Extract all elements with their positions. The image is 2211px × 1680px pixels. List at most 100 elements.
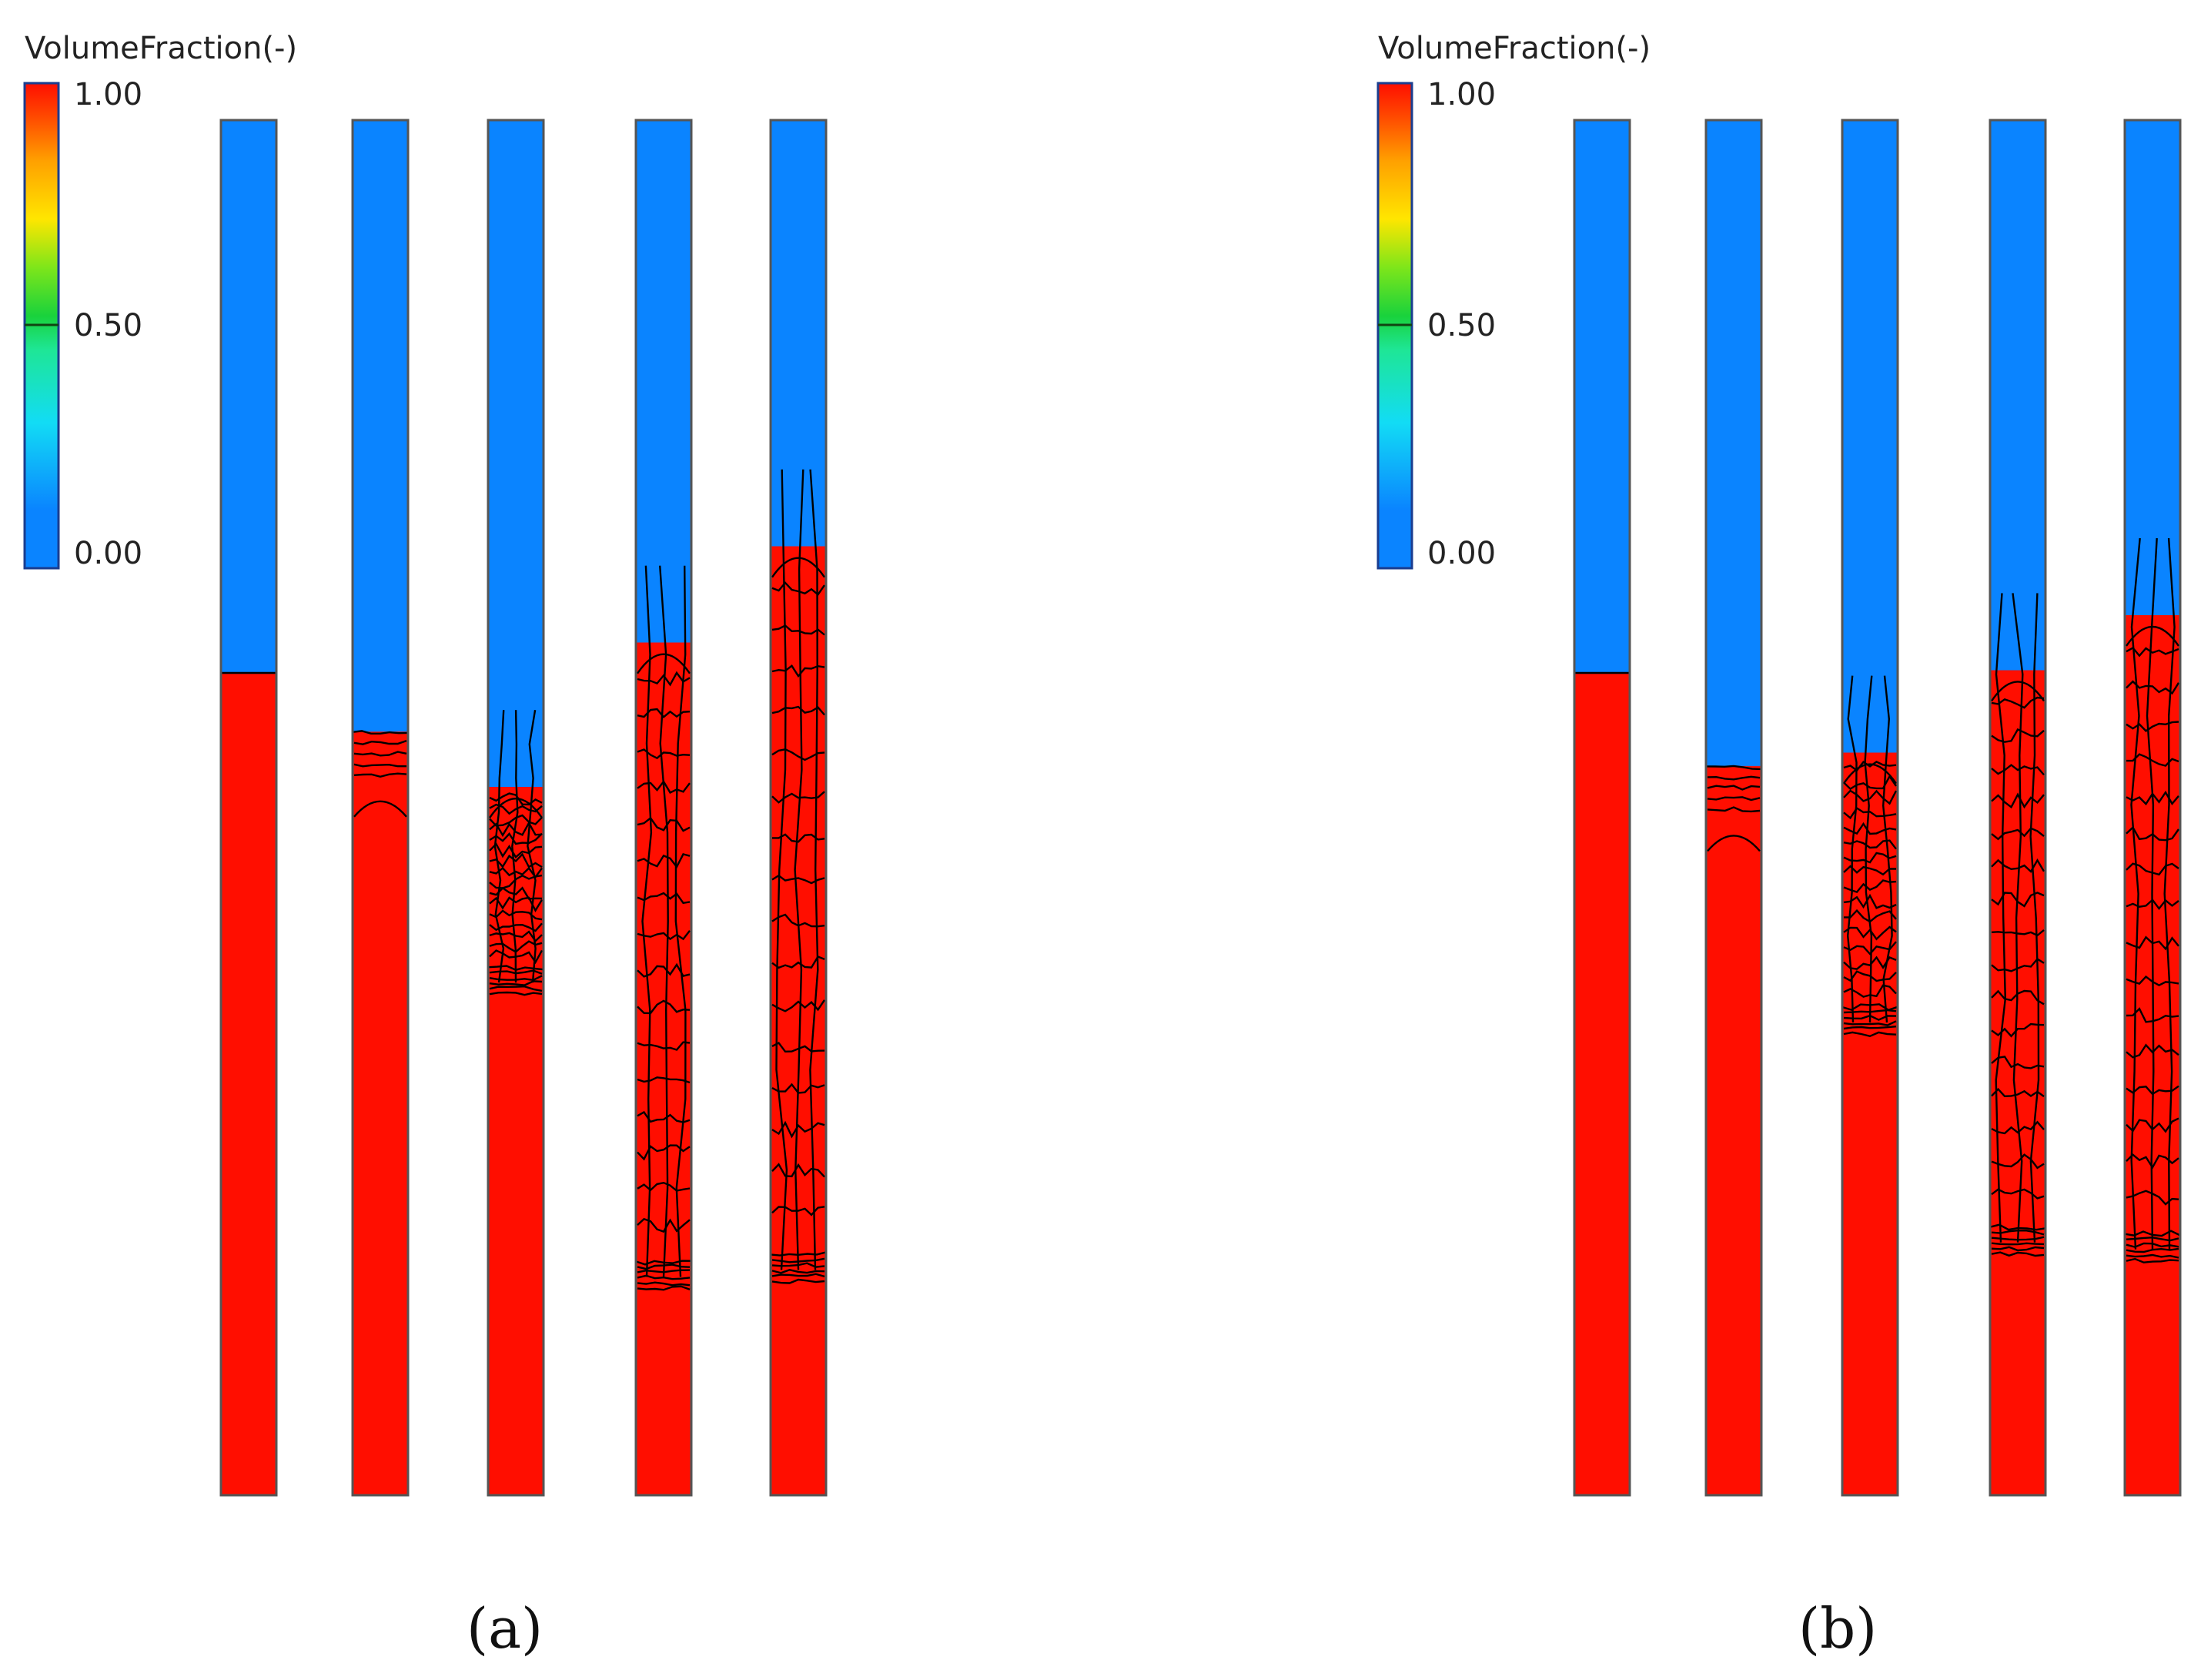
contour-line xyxy=(637,1285,691,1291)
contour-line xyxy=(1843,941,1897,955)
simulation-column xyxy=(1989,119,2047,1497)
panel-label-b: (b) xyxy=(1798,1596,1877,1661)
volume-fraction-field xyxy=(1990,120,2045,1495)
contour-line xyxy=(637,671,691,687)
simulation-column xyxy=(351,119,410,1497)
contour-line xyxy=(2126,626,2179,647)
contour-line xyxy=(1707,806,1761,813)
simulation-column xyxy=(1573,119,1631,1497)
column-outline xyxy=(487,119,545,1497)
column-outline xyxy=(1989,119,2047,1497)
volume-fraction-field xyxy=(1574,120,1630,1495)
contour-line xyxy=(637,1217,691,1233)
contour-line xyxy=(1991,764,2045,776)
contour-line xyxy=(1991,1188,2045,1200)
contour-line xyxy=(2126,721,2179,732)
contour-line xyxy=(637,1263,691,1270)
contour-line xyxy=(2012,593,2024,1243)
contour-line xyxy=(775,469,788,1270)
contour-line xyxy=(674,565,687,1277)
contour-line xyxy=(771,557,825,578)
contour-line xyxy=(1991,929,2045,937)
contour-line xyxy=(1991,1246,2045,1252)
contour-line xyxy=(771,1262,825,1268)
legend-tick-min: 0.00 xyxy=(1427,536,1496,571)
column-outline xyxy=(219,119,278,1497)
contour-line xyxy=(771,955,825,969)
contour-line xyxy=(1882,675,1893,1023)
contour-line xyxy=(637,1076,691,1084)
contour-line xyxy=(771,1273,825,1278)
contour-line xyxy=(1991,1229,2045,1236)
contour-line xyxy=(2126,1257,2179,1263)
contour-line xyxy=(637,852,691,869)
contour-line xyxy=(771,1041,825,1053)
contour-line xyxy=(1991,1251,2045,1257)
contour-line xyxy=(1843,760,1897,772)
column-outline xyxy=(1573,119,1631,1497)
contour-line xyxy=(637,1181,691,1192)
legend-tick-mid: 0.50 xyxy=(74,308,142,343)
interface-contour xyxy=(1705,765,1762,771)
contour-line xyxy=(489,909,543,921)
contour-line xyxy=(353,763,406,768)
contour-line xyxy=(1707,785,1761,791)
contour-line xyxy=(493,710,505,983)
simulation-column xyxy=(634,119,693,1497)
panel-label-a: (a) xyxy=(467,1596,543,1661)
contour-line xyxy=(1864,675,1873,1023)
contour-line xyxy=(1843,1009,1897,1014)
contour-line xyxy=(527,710,537,983)
contour-line xyxy=(659,565,669,1277)
contour-line xyxy=(637,892,691,905)
simulation-column xyxy=(1704,119,1763,1497)
contour-line xyxy=(2126,1242,2179,1248)
contour-line xyxy=(637,999,691,1015)
contour-line xyxy=(1843,789,1898,805)
contour-line xyxy=(353,772,407,778)
contour-line xyxy=(489,975,543,982)
contour-line xyxy=(353,751,407,757)
contour-line xyxy=(771,581,825,596)
contour-line xyxy=(1843,1014,1897,1021)
contour-line xyxy=(489,985,543,992)
contour-line xyxy=(637,816,691,832)
volume-fraction-field xyxy=(488,120,544,1495)
legend-title: VolumeFraction(-) xyxy=(25,31,297,66)
contour-line xyxy=(1991,1087,2045,1098)
contour-line xyxy=(809,469,819,1270)
contour-line xyxy=(489,930,543,943)
contour-line xyxy=(771,664,825,678)
contour-line xyxy=(637,1269,691,1273)
contour-line xyxy=(489,832,543,845)
interface-contour xyxy=(352,730,409,735)
contour-line xyxy=(2126,1253,2179,1259)
contour-line xyxy=(637,1110,691,1123)
contour-line xyxy=(1991,827,2045,841)
contour-line xyxy=(2126,646,2179,658)
contour-line xyxy=(2126,1237,2179,1242)
contour-line xyxy=(637,930,691,941)
column-outline xyxy=(634,119,693,1497)
column-outline xyxy=(2123,119,2182,1497)
contour-line xyxy=(641,565,653,1277)
contour-line xyxy=(637,653,691,674)
column-outline xyxy=(351,119,410,1497)
simulation-column xyxy=(219,119,278,1497)
volume-fraction-field xyxy=(353,120,408,1495)
contour-line xyxy=(353,739,407,745)
contour-line xyxy=(1843,775,1897,791)
contour-line xyxy=(1843,1031,1897,1038)
contour-line xyxy=(637,1281,691,1287)
column-outline xyxy=(769,119,828,1497)
contour-line xyxy=(1991,1056,2045,1069)
contour-line xyxy=(771,1269,825,1274)
volume-fraction-field xyxy=(1842,120,1898,1495)
simulation-column xyxy=(487,119,545,1497)
contour-line xyxy=(489,980,543,986)
contour-line xyxy=(1843,822,1897,835)
contour-line xyxy=(1843,1026,1897,1030)
contour-line xyxy=(489,842,543,859)
contour-line xyxy=(489,821,543,838)
